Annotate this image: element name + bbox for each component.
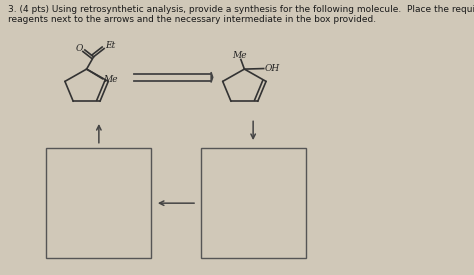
Polygon shape <box>211 72 213 82</box>
Text: Me: Me <box>232 51 246 60</box>
Text: Me: Me <box>103 75 118 84</box>
Text: O: O <box>76 44 83 53</box>
Text: Et: Et <box>105 41 116 50</box>
Bar <box>46 148 152 258</box>
Text: OH: OH <box>264 64 280 73</box>
Text: 3. (4 pts) Using retrosynthetic analysis, provide a synthesis for the following : 3. (4 pts) Using retrosynthetic analysis… <box>8 5 474 24</box>
Bar <box>201 148 306 258</box>
